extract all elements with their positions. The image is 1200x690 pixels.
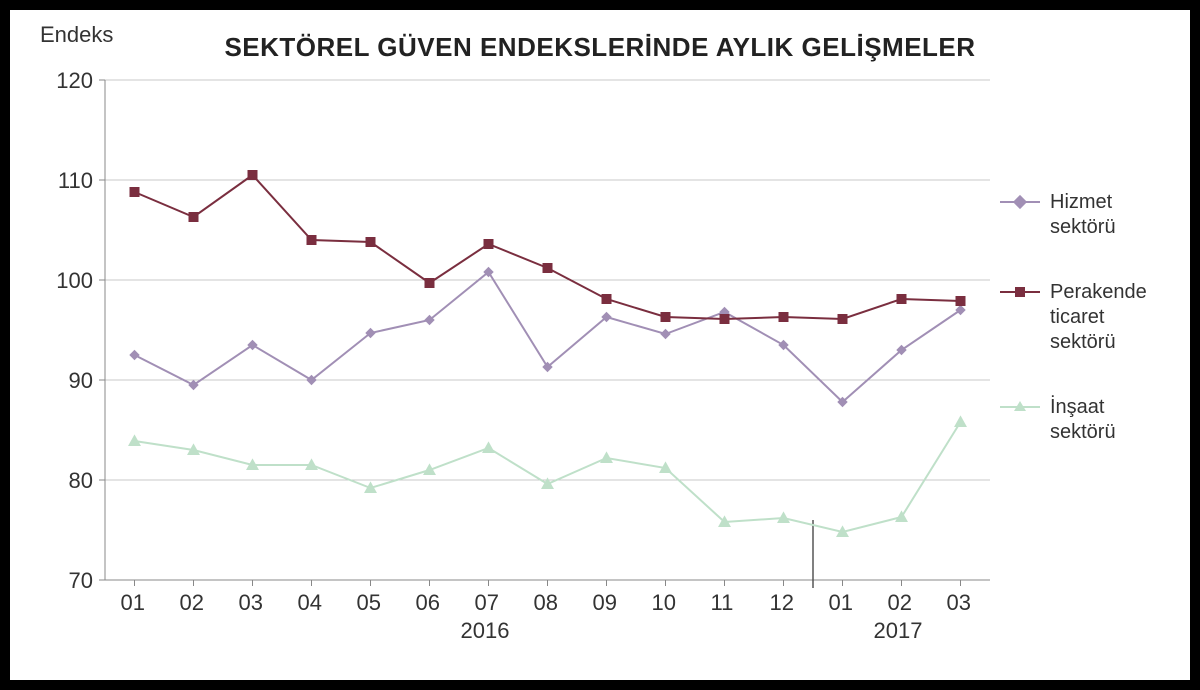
- y-tick-label: 90: [69, 368, 93, 394]
- chart-area: Endeks SEKTÖREL GÜVEN ENDEKSLERİNDE AYLI…: [10, 10, 1190, 680]
- x-tick-label: 01: [829, 590, 853, 616]
- legend: Hizmet sektörü Perakende ticaret sektörü İ…: [1000, 190, 1170, 445]
- y-tick-label: 70: [69, 568, 93, 594]
- x-year-label: 2017: [874, 618, 923, 644]
- x-year-label: 2016: [461, 618, 510, 644]
- y-tick-label: 80: [69, 468, 93, 494]
- chart-frame: Endeks SEKTÖREL GÜVEN ENDEKSLERİNDE AYLI…: [0, 0, 1200, 690]
- y-tick-label: 110: [58, 168, 93, 194]
- y-tick-label: 100: [56, 268, 93, 294]
- x-tick-label: 09: [593, 590, 617, 616]
- x-tick-label: 05: [357, 590, 381, 616]
- x-tick-label: 02: [888, 590, 912, 616]
- x-tick-label: 03: [947, 590, 971, 616]
- y-tick-label: 120: [56, 68, 93, 94]
- legend-item-insaat: İnşaat sektörü: [1000, 395, 1170, 445]
- x-tick-label: 08: [534, 590, 558, 616]
- legend-label: Perakende ticaret sektörü: [1050, 280, 1170, 355]
- x-tick-label: 04: [298, 590, 322, 616]
- legend-swatch: [1000, 284, 1040, 300]
- x-tick-label: 03: [239, 590, 263, 616]
- x-tick-label: 01: [121, 590, 145, 616]
- x-tick-label: 02: [180, 590, 204, 616]
- x-tick-label: 12: [770, 590, 794, 616]
- legend-item-perakende: Perakende ticaret sektörü: [1000, 280, 1170, 355]
- x-tick-label: 07: [475, 590, 499, 616]
- x-tick-label: 06: [416, 590, 440, 616]
- x-tick-label: 11: [711, 590, 734, 616]
- legend-label: İnşaat sektörü: [1050, 395, 1170, 445]
- legend-swatch: [1000, 399, 1040, 415]
- x-tick-label: 10: [652, 590, 676, 616]
- legend-item-hizmet: Hizmet sektörü: [1000, 190, 1170, 240]
- legend-label: Hizmet sektörü: [1050, 190, 1170, 240]
- legend-swatch: [1000, 194, 1040, 210]
